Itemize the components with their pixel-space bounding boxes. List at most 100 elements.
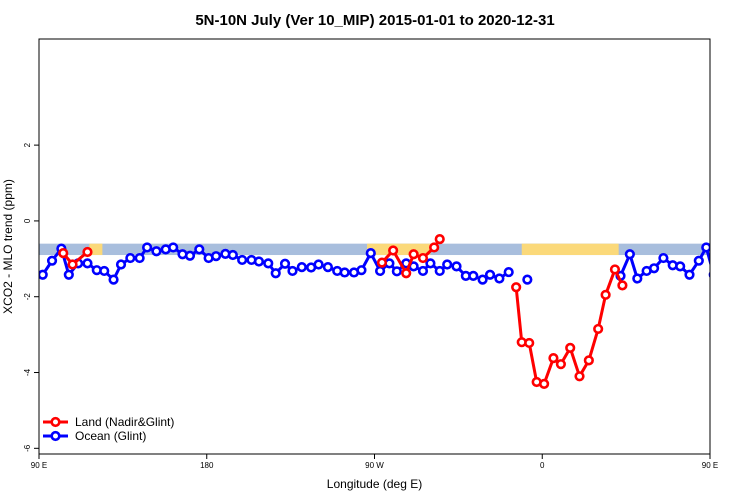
- land-point: [388, 245, 399, 256]
- y-axis-label: XCO2 - MLO trend (ppm): [1, 179, 15, 314]
- chart-title: 5N-10N July (Ver 10_MIP) 2015-01-01 to 2…: [195, 12, 554, 29]
- ocean-point: [339, 267, 350, 278]
- land-point: [617, 280, 628, 291]
- y-tick-label: 2: [23, 142, 32, 147]
- legend-land-label: Land (Nadir&Glint): [75, 415, 174, 429]
- ocean-point: [322, 262, 334, 273]
- ocean-point: [125, 252, 136, 264]
- legend-ocean-label: Ocean (Glint): [75, 429, 146, 443]
- ocean-point: [708, 271, 710, 279]
- x-axis: 90 E 180 90 W 0 90 E: [31, 454, 718, 470]
- ocean-point: [503, 266, 514, 278]
- ocean-point: [263, 258, 274, 269]
- coverage-band: [39, 243, 710, 256]
- ocean-point: [313, 259, 324, 270]
- ocean-point: [270, 268, 281, 279]
- x-tick-label: 0: [540, 461, 545, 470]
- ocean-point: [287, 265, 298, 277]
- ocean-point: [296, 262, 307, 273]
- x-tick-label: 90 E: [31, 461, 47, 470]
- ocean-point: [46, 255, 58, 266]
- y-tick-label: -6: [23, 444, 32, 452]
- land-point: [511, 282, 522, 293]
- series-layer: [39, 234, 750, 389]
- land-point: [583, 355, 594, 366]
- ocean-point: [356, 265, 367, 276]
- ocean-point: [82, 258, 93, 269]
- ocean-point: [194, 244, 205, 255]
- ocean-point: [451, 261, 462, 272]
- ocean-point: [745, 268, 750, 276]
- land-point: [609, 264, 621, 275]
- ocean-point: [624, 249, 635, 260]
- land-point: [524, 337, 535, 349]
- ocean-point: [151, 246, 162, 257]
- ocean-point: [134, 252, 145, 264]
- ocean-point: [279, 258, 291, 269]
- land-point: [574, 371, 585, 382]
- ocean-point: [468, 270, 479, 281]
- ocean-point: [494, 273, 505, 284]
- x-tick-label: 180: [200, 461, 214, 470]
- x-axis-label: Longitude (deg E): [327, 477, 422, 491]
- ocean-point: [39, 269, 48, 280]
- land-point: [593, 323, 604, 335]
- y-tick-label: -2: [23, 293, 32, 301]
- x-tick-label: 90 W: [365, 461, 384, 470]
- land-point: [555, 359, 566, 370]
- ocean-point: [210, 251, 222, 262]
- ocean-point: [658, 252, 669, 264]
- ocean-point: [115, 259, 127, 270]
- land-point: [82, 246, 93, 258]
- land-point: [539, 378, 550, 389]
- ocean-point: [184, 250, 196, 261]
- ocean-point: [522, 274, 533, 285]
- ocean-point: [632, 273, 643, 284]
- ocean-point: [477, 274, 488, 285]
- ocean-point: [227, 249, 238, 261]
- ocean-point: [108, 274, 119, 285]
- ocean-point: [648, 263, 660, 274]
- legend-land-marker: [50, 416, 61, 428]
- ocean-point: [675, 261, 686, 272]
- ocean-point: [365, 248, 376, 259]
- ocean-point: [425, 258, 436, 269]
- ocean-point: [736, 266, 744, 274]
- land-point: [67, 259, 78, 270]
- land-series-line: [514, 267, 624, 386]
- ocean-point: [719, 260, 727, 268]
- ocean-point: [701, 242, 710, 253]
- ocean-point: [99, 265, 110, 277]
- land-band-segment: [521, 243, 619, 256]
- land-point: [401, 268, 412, 279]
- y-tick-label: 0: [23, 218, 32, 223]
- ocean-point: [237, 254, 248, 266]
- ocean-point: [417, 265, 429, 277]
- ocean-point: [168, 242, 179, 253]
- land-point: [565, 342, 576, 353]
- y-tick-label: -4: [23, 368, 32, 376]
- legend: Land (Nadir&Glint)Ocean (Glint): [43, 415, 174, 443]
- ocean-point: [442, 259, 453, 270]
- ocean-point: [434, 265, 445, 277]
- x-tick-label: 90 E: [702, 461, 718, 470]
- land-point: [429, 242, 440, 253]
- ocean-point: [729, 261, 737, 269]
- ocean-point: [142, 242, 153, 253]
- ocean-point: [253, 256, 265, 267]
- ocean-point: [63, 269, 74, 280]
- ocean-point: [484, 269, 496, 280]
- land-point: [600, 289, 611, 300]
- ocean-point: [693, 255, 704, 266]
- ocean-point: [391, 266, 402, 277]
- ocean-point: [374, 265, 386, 277]
- y-axis: 2 0 -2 -4 -6: [23, 142, 39, 452]
- land-point: [58, 248, 69, 259]
- land-point: [408, 249, 419, 260]
- land-band-segment: [367, 243, 431, 256]
- land-point: [548, 353, 559, 364]
- land-point: [434, 234, 445, 245]
- land-band-segment: [89, 243, 103, 256]
- legend-ocean-marker: [50, 430, 61, 442]
